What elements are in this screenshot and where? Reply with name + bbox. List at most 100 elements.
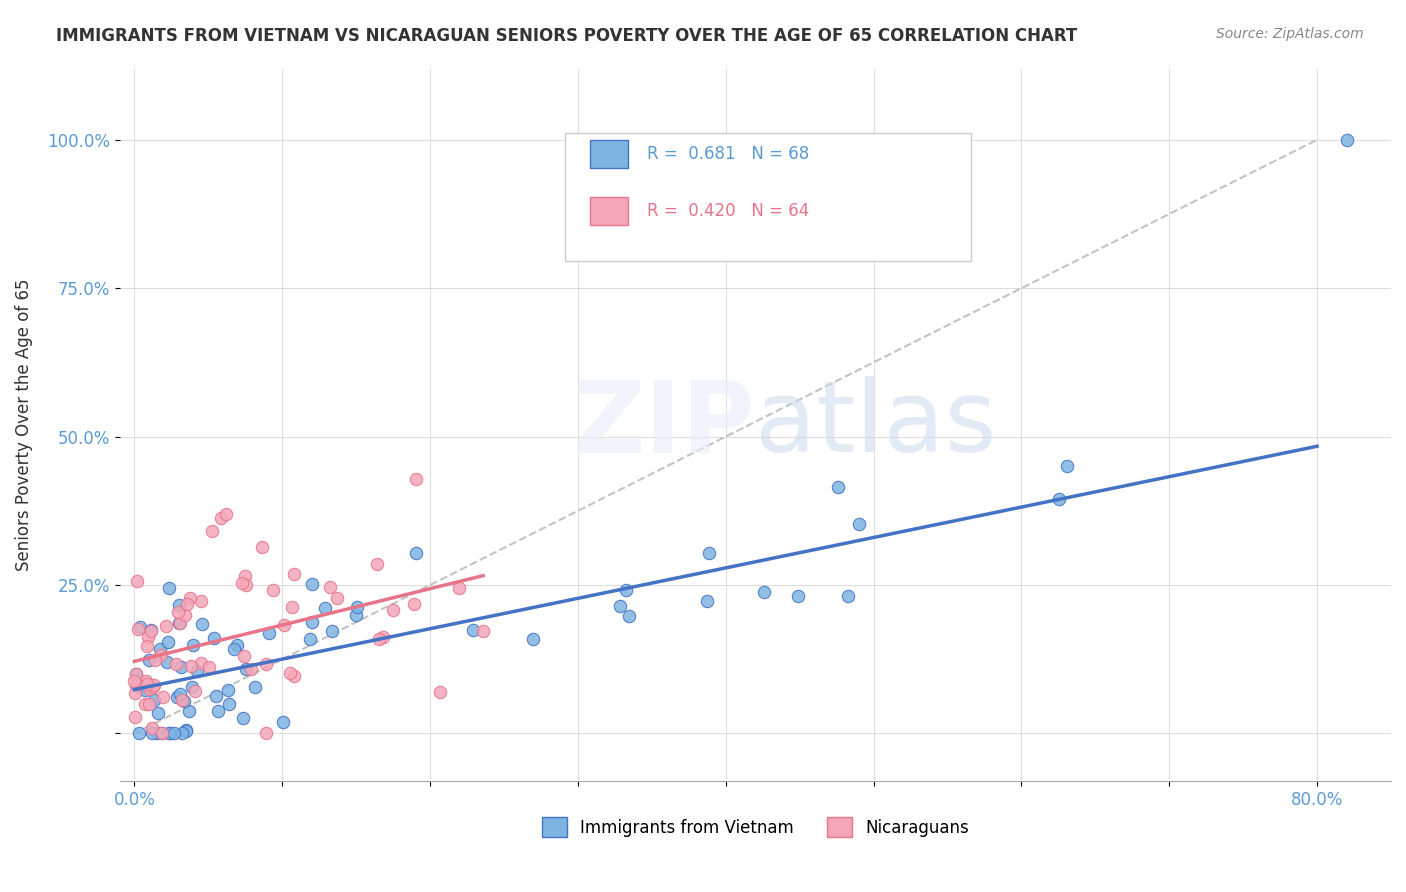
Point bbox=[163, 726, 186, 740]
Point bbox=[191, 616, 214, 631]
Point bbox=[138, 653, 160, 667]
Point bbox=[174, 607, 197, 622]
Point bbox=[429, 685, 451, 699]
Point bbox=[617, 608, 640, 623]
Point bbox=[239, 661, 262, 675]
Point bbox=[125, 574, 148, 589]
Point bbox=[159, 726, 181, 740]
Point bbox=[150, 648, 173, 662]
Point bbox=[136, 677, 159, 691]
Point bbox=[200, 524, 222, 538]
Point bbox=[207, 704, 229, 718]
Point bbox=[472, 624, 495, 638]
Point bbox=[155, 618, 177, 632]
Point bbox=[405, 472, 427, 486]
Point bbox=[141, 624, 163, 638]
Point bbox=[157, 634, 180, 648]
Point bbox=[318, 580, 340, 594]
Point bbox=[366, 558, 388, 572]
Text: R =  0.681   N = 68: R = 0.681 N = 68 bbox=[647, 145, 810, 163]
Bar bbox=[591, 140, 628, 169]
Point bbox=[179, 704, 201, 718]
Point bbox=[128, 726, 150, 740]
Point bbox=[197, 660, 219, 674]
Point bbox=[143, 653, 166, 667]
Point bbox=[167, 615, 190, 630]
Point bbox=[301, 577, 323, 591]
Point bbox=[202, 631, 225, 645]
Point bbox=[138, 697, 160, 711]
Point bbox=[696, 594, 718, 608]
Point bbox=[209, 511, 232, 525]
Point bbox=[142, 681, 165, 695]
Point bbox=[176, 597, 198, 611]
Point bbox=[184, 684, 207, 698]
Point bbox=[405, 545, 427, 559]
FancyBboxPatch shape bbox=[565, 133, 972, 260]
Point bbox=[233, 569, 256, 583]
Point bbox=[134, 697, 156, 711]
Text: R =  0.420   N = 64: R = 0.420 N = 64 bbox=[647, 202, 810, 220]
Point bbox=[180, 659, 202, 673]
Point bbox=[124, 686, 146, 700]
Point bbox=[174, 723, 197, 737]
Point bbox=[231, 575, 253, 590]
Point bbox=[174, 724, 197, 739]
Point bbox=[283, 567, 305, 582]
Point bbox=[301, 615, 323, 630]
Point bbox=[170, 692, 193, 706]
Point bbox=[235, 578, 257, 592]
Point bbox=[226, 638, 249, 652]
Point bbox=[614, 583, 637, 598]
Point bbox=[787, 589, 810, 603]
Point bbox=[125, 667, 148, 681]
Text: atlas: atlas bbox=[755, 376, 997, 474]
Text: Source: ZipAtlas.com: Source: ZipAtlas.com bbox=[1216, 27, 1364, 41]
Point bbox=[463, 623, 485, 637]
Point bbox=[381, 602, 404, 616]
Point bbox=[273, 618, 295, 632]
Point bbox=[169, 687, 191, 701]
Point bbox=[609, 599, 631, 613]
Point bbox=[173, 693, 195, 707]
Bar bbox=[591, 197, 628, 226]
Point bbox=[232, 649, 254, 664]
Point bbox=[169, 615, 191, 630]
Point bbox=[150, 726, 173, 740]
Point bbox=[129, 620, 152, 634]
Point bbox=[273, 715, 295, 730]
Point bbox=[447, 582, 470, 596]
Point bbox=[243, 680, 266, 694]
Point bbox=[170, 660, 193, 674]
Point bbox=[124, 673, 146, 688]
Point bbox=[217, 683, 239, 698]
Point bbox=[157, 726, 180, 740]
Point bbox=[146, 726, 169, 740]
Point bbox=[167, 605, 190, 619]
Point bbox=[139, 682, 162, 697]
Point bbox=[1336, 133, 1358, 147]
Point bbox=[837, 589, 859, 603]
Point bbox=[143, 678, 166, 692]
Point bbox=[136, 630, 159, 644]
Point bbox=[1056, 459, 1078, 474]
Point bbox=[368, 632, 391, 646]
Point bbox=[215, 508, 238, 522]
Point bbox=[124, 710, 146, 724]
Point bbox=[129, 680, 152, 694]
Point bbox=[1047, 491, 1070, 506]
Point bbox=[157, 582, 180, 596]
Y-axis label: Seniors Poverty Over the Age of 65: Seniors Poverty Over the Age of 65 bbox=[15, 278, 32, 571]
Point bbox=[404, 597, 426, 611]
Point bbox=[218, 697, 240, 711]
Point bbox=[314, 601, 336, 615]
Legend: Immigrants from Vietnam, Nicaraguans: Immigrants from Vietnam, Nicaraguans bbox=[534, 810, 976, 844]
Point bbox=[172, 726, 194, 740]
Point bbox=[148, 706, 170, 721]
Point bbox=[155, 655, 177, 669]
Point bbox=[205, 690, 228, 704]
Point bbox=[250, 541, 273, 555]
Point bbox=[134, 682, 156, 697]
Point bbox=[344, 607, 367, 622]
Point bbox=[224, 641, 246, 656]
